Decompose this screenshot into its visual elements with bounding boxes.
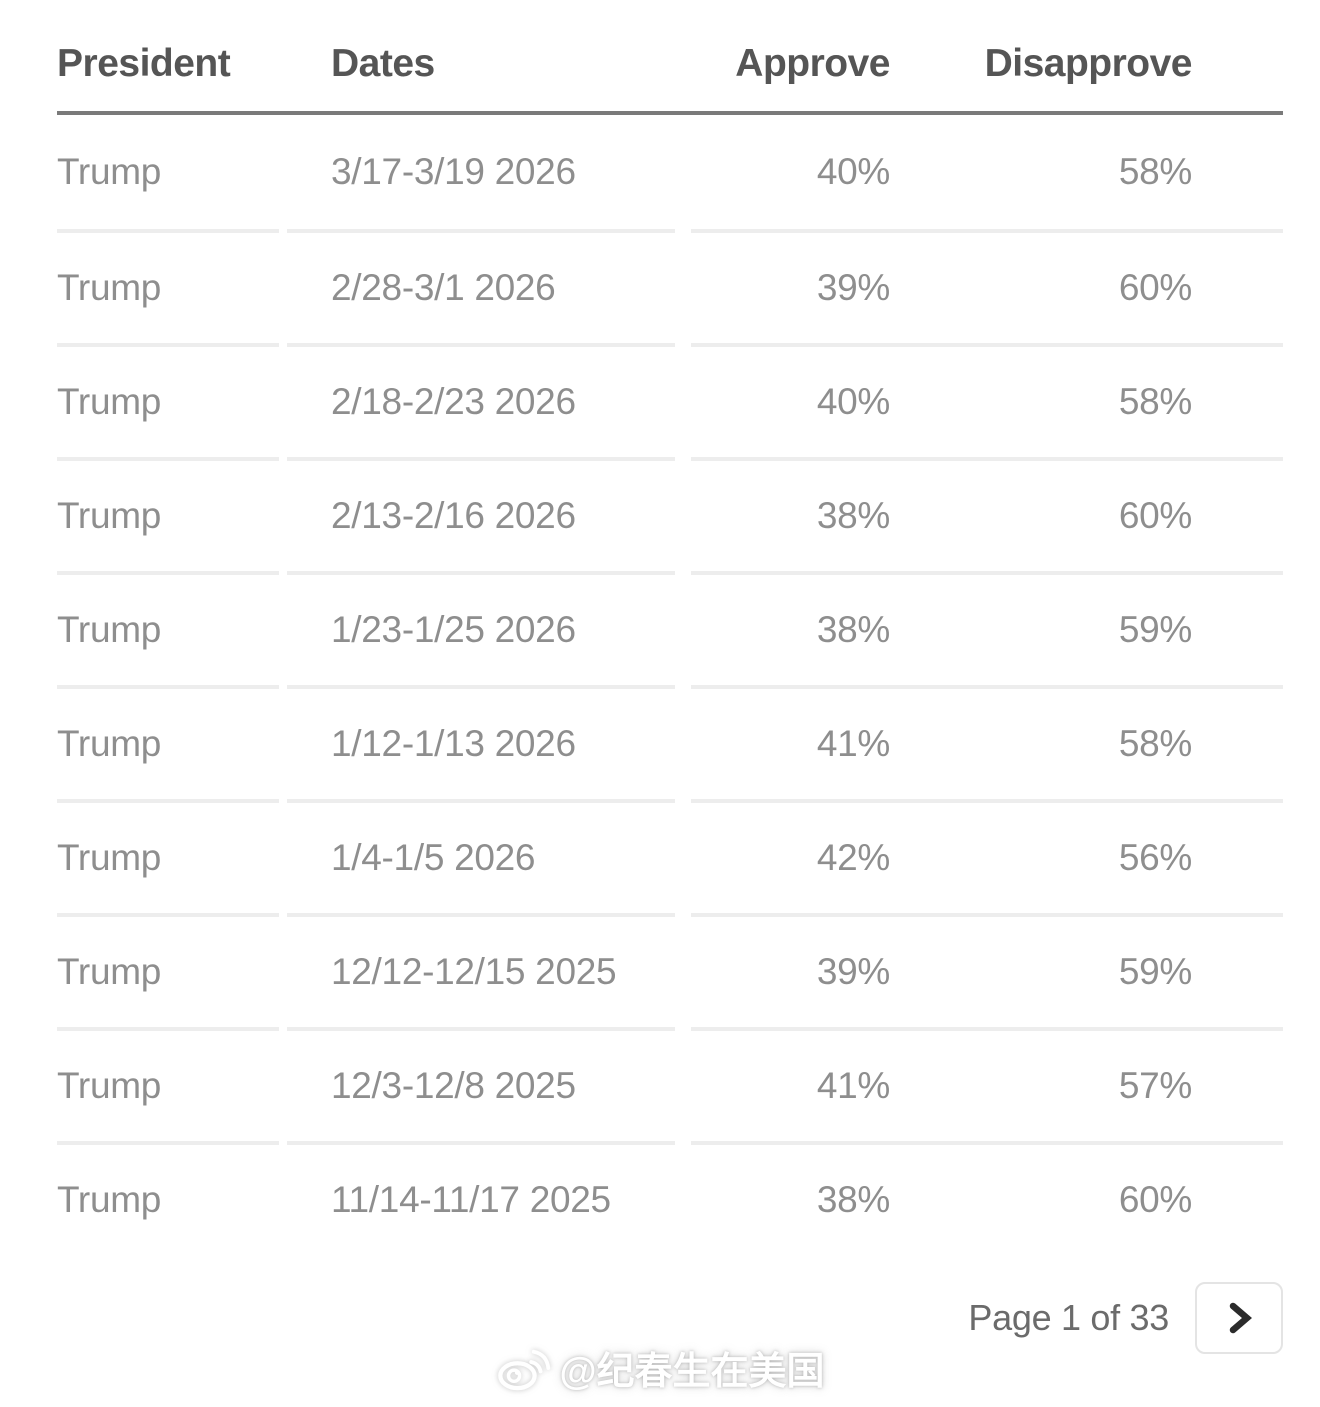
disapprove-cell: 60% [1118, 495, 1192, 536]
approve-cell: 40% [816, 381, 890, 422]
dates-cell: 2/13-2/16 2026 [287, 457, 675, 571]
dates-cell: 3/17-3/19 2026 [331, 151, 576, 192]
approve-cell: 39% [816, 951, 890, 992]
watermark-handle: @纪春生在美国 [559, 1351, 825, 1393]
president-cell: Trump [57, 343, 279, 457]
column-header-disapprove: Disapprove [984, 41, 1193, 85]
chevron-right-icon [1223, 1300, 1255, 1336]
pagination-bar: Page 1 of 33 [57, 1282, 1283, 1354]
approve-cell: 39% [816, 267, 890, 308]
president-cell: Trump [57, 1141, 279, 1255]
dates-cell: 2/28-3/1 2026 [287, 229, 675, 343]
president-cell: Trump [57, 913, 279, 1027]
approve-cell: 41% [816, 1065, 890, 1106]
dates-cell: 1/4-1/5 2026 [287, 799, 675, 913]
approve-cell: 40% [816, 151, 890, 192]
disapprove-cell: 59% [1118, 951, 1192, 992]
watermark: @纪春生在美国 [495, 1340, 825, 1395]
approve-cell: 42% [816, 837, 890, 878]
approval-table: President Dates Approve Disapprove Trump… [57, 0, 1283, 1255]
disapprove-cell: 58% [1118, 381, 1192, 422]
table-row: Trump 1/4-1/5 2026 42% 56% [57, 799, 1283, 913]
disapprove-cell: 60% [1118, 1179, 1192, 1220]
dates-cell: 2/18-2/23 2026 [287, 343, 675, 457]
table-body: Trump 3/17-3/19 2026 40% 58% Trump 2/28-… [57, 115, 1283, 1255]
president-cell: Trump [57, 151, 162, 192]
disapprove-cell: 59% [1118, 609, 1192, 650]
table-row: Trump 2/28-3/1 2026 39% 60% [57, 229, 1283, 343]
table-row: Trump 1/23-1/25 2026 38% 59% [57, 571, 1283, 685]
column-header-approve: Approve [735, 41, 890, 85]
next-page-button[interactable] [1195, 1282, 1283, 1354]
dates-cell: 1/23-1/25 2026 [287, 571, 675, 685]
disapprove-cell: 58% [1118, 151, 1192, 192]
page-status: Page 1 of 33 [968, 1297, 1169, 1338]
president-cell: Trump [57, 229, 279, 343]
disapprove-cell: 58% [1118, 723, 1192, 764]
disapprove-cell: 60% [1118, 267, 1192, 308]
dates-cell: 12/3-12/8 2025 [287, 1027, 675, 1141]
disapprove-cell: 57% [1118, 1065, 1192, 1106]
table-row: Trump 2/13-2/16 2026 38% 60% [57, 457, 1283, 571]
dates-cell: 1/12-1/13 2026 [287, 685, 675, 799]
column-header-president: President [57, 41, 231, 85]
disapprove-cell: 56% [1118, 837, 1192, 878]
approve-cell: 38% [816, 609, 890, 650]
table-row: Trump 11/14-11/17 2025 38% 60% [57, 1141, 1283, 1255]
table-row: Trump 1/12-1/13 2026 41% 58% [57, 685, 1283, 799]
dates-cell: 12/12-12/15 2025 [287, 913, 675, 1027]
president-cell: Trump [57, 799, 279, 913]
dates-cell: 11/14-11/17 2025 [287, 1141, 675, 1255]
approve-cell: 38% [816, 495, 890, 536]
president-cell: Trump [57, 1027, 279, 1141]
table-row: Trump 12/12-12/15 2025 39% 59% [57, 913, 1283, 1027]
weibo-icon [495, 1344, 551, 1392]
table-row: Trump 12/3-12/8 2025 41% 57% [57, 1027, 1283, 1141]
table-row: Trump 3/17-3/19 2026 40% 58% [57, 115, 1283, 229]
table-header-row: President Dates Approve Disapprove [57, 0, 1283, 115]
table-row: Trump 2/18-2/23 2026 40% 58% [57, 343, 1283, 457]
president-cell: Trump [57, 457, 279, 571]
president-cell: Trump [57, 571, 279, 685]
column-header-dates: Dates [331, 41, 435, 85]
approve-cell: 38% [816, 1179, 890, 1220]
approve-cell: 41% [816, 723, 890, 764]
president-cell: Trump [57, 685, 279, 799]
